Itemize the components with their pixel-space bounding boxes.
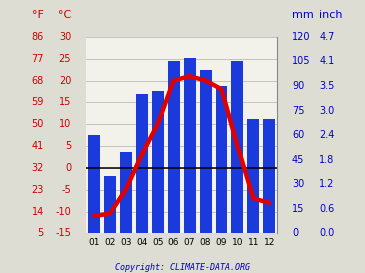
Text: -5: -5	[61, 185, 71, 195]
Text: 0: 0	[292, 229, 298, 238]
Text: -10: -10	[55, 207, 71, 216]
Text: 45: 45	[292, 155, 304, 165]
Text: 4.1: 4.1	[319, 57, 335, 66]
Text: 1.8: 1.8	[319, 155, 335, 165]
Text: 4.7: 4.7	[319, 32, 335, 42]
Text: 0: 0	[65, 163, 71, 173]
Text: 3.0: 3.0	[319, 106, 335, 115]
Bar	[215, 86, 227, 233]
Text: 30: 30	[59, 32, 71, 42]
Text: 120: 120	[292, 32, 311, 42]
Text: 68: 68	[31, 76, 44, 85]
Text: 20: 20	[59, 76, 71, 85]
Bar	[168, 61, 180, 233]
Bar	[247, 119, 260, 233]
Text: 60: 60	[292, 130, 304, 140]
Text: 3.5: 3.5	[319, 81, 335, 91]
Bar	[184, 58, 196, 233]
Bar	[200, 70, 212, 233]
Text: 77: 77	[31, 54, 44, 64]
Text: inch: inch	[319, 10, 343, 20]
Text: 25: 25	[59, 54, 71, 64]
Text: 32: 32	[31, 163, 44, 173]
Text: 41: 41	[31, 141, 44, 151]
Text: 15: 15	[59, 97, 71, 107]
Text: 2.4: 2.4	[319, 130, 335, 140]
Bar	[88, 135, 100, 233]
Bar	[104, 176, 116, 233]
Text: 15: 15	[292, 204, 304, 214]
Text: 5: 5	[38, 229, 44, 238]
Text: 86: 86	[31, 32, 44, 42]
Text: 90: 90	[292, 81, 304, 91]
Text: Copyright: CLIMATE-DATA.ORG: Copyright: CLIMATE-DATA.ORG	[115, 263, 250, 272]
Text: 0.6: 0.6	[319, 204, 335, 214]
Text: 23: 23	[31, 185, 44, 195]
Text: 5: 5	[65, 141, 71, 151]
Bar	[120, 152, 132, 233]
Text: °F: °F	[32, 10, 44, 20]
Text: 105: 105	[292, 57, 311, 66]
Text: 50: 50	[31, 119, 44, 129]
Bar	[231, 61, 243, 233]
Text: 0.0: 0.0	[319, 229, 335, 238]
Text: 59: 59	[31, 97, 44, 107]
Text: 75: 75	[292, 106, 304, 115]
Bar	[264, 119, 276, 233]
Text: -15: -15	[55, 229, 71, 238]
Text: °C: °C	[58, 10, 71, 20]
Text: 1.2: 1.2	[319, 179, 335, 189]
Bar	[136, 94, 148, 233]
Bar	[151, 91, 164, 233]
Text: 10: 10	[59, 119, 71, 129]
Text: 14: 14	[31, 207, 44, 216]
Text: mm: mm	[292, 10, 314, 20]
Text: 30: 30	[292, 179, 304, 189]
